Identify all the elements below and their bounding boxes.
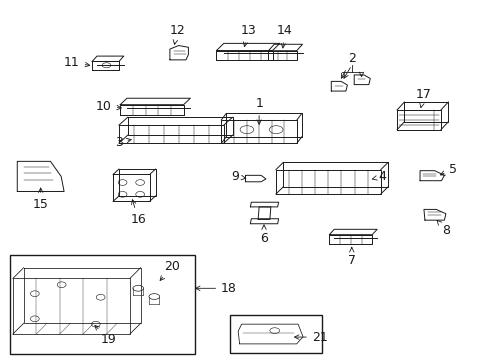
Text: 21: 21 [294,330,327,343]
Text: 6: 6 [260,225,267,245]
Text: 9: 9 [230,170,245,183]
Text: 20: 20 [160,260,180,280]
Text: 18: 18 [195,282,237,295]
Text: 14: 14 [276,24,292,48]
Text: 19: 19 [95,325,117,346]
Text: 17: 17 [415,88,431,108]
Text: 8: 8 [436,220,449,237]
Text: 12: 12 [169,24,184,44]
Text: 13: 13 [240,24,256,46]
Text: 15: 15 [33,188,48,211]
Text: 7: 7 [347,247,355,266]
Text: 2: 2 [341,52,355,78]
Bar [10,255,194,354]
Text: 16: 16 [130,200,146,226]
Text: 11: 11 [64,56,89,69]
Text: 10: 10 [96,100,121,113]
Text: 1: 1 [255,97,263,124]
Text: 3: 3 [115,136,131,149]
Text: 5: 5 [440,163,456,176]
Bar [229,315,321,353]
Text: 4: 4 [372,170,386,183]
